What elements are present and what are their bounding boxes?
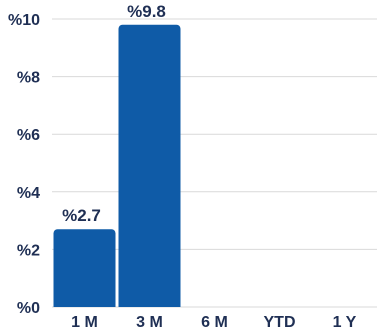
x-tick-label: 1 M xyxy=(71,314,98,331)
y-tick-label: %8 xyxy=(17,70,40,87)
y-tick-label: %10 xyxy=(8,12,40,29)
y-tick-label: %0 xyxy=(17,300,40,317)
data-label: %2.7 xyxy=(62,206,101,225)
bar xyxy=(118,24,181,307)
y-tick-label: %4 xyxy=(17,185,40,202)
x-tick-label: 1 Y xyxy=(333,314,357,331)
bar-base xyxy=(118,301,181,307)
x-tick-label: 3 M xyxy=(136,314,163,331)
y-tick-label: %6 xyxy=(17,127,40,144)
bars xyxy=(53,24,181,307)
bar xyxy=(53,229,116,307)
x-tick-label: 6 M xyxy=(201,314,228,331)
data-label: %9.8 xyxy=(127,2,166,21)
y-axis: %0 %2 %4 %6 %8 %10 xyxy=(8,12,40,317)
y-tick-label: %2 xyxy=(17,242,40,259)
x-axis: 1 M 3 M 6 M YTD 1 Y xyxy=(71,314,357,331)
data-labels: %2.7 %9.8 xyxy=(62,2,166,225)
x-tick-label: YTD xyxy=(264,314,296,331)
bar-base xyxy=(53,301,116,307)
